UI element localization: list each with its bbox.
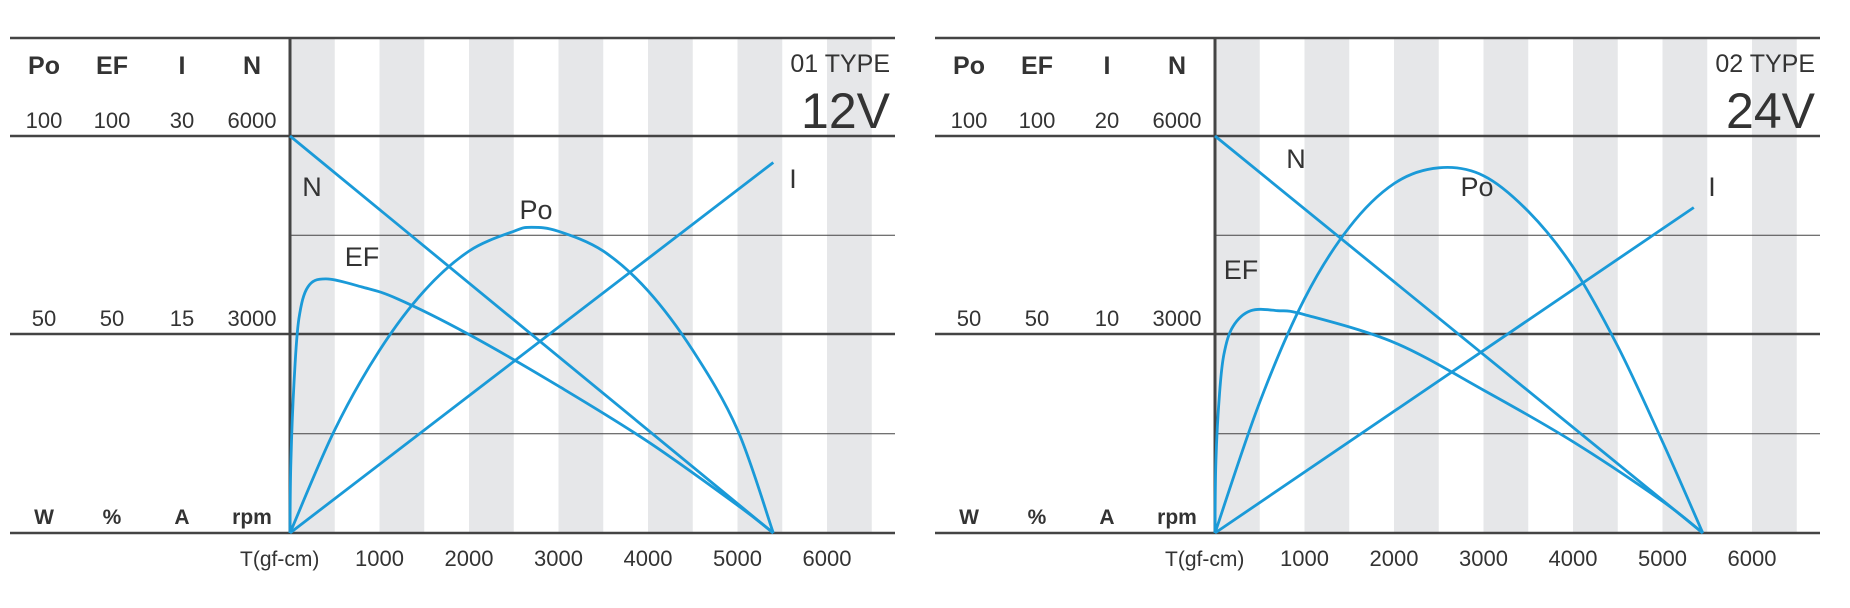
series-label-i: I — [1708, 172, 1716, 202]
scale-header-po: Po — [28, 52, 60, 80]
grid-stripe — [1215, 38, 1260, 533]
x-axis-label: T(gf-cm) — [240, 548, 319, 571]
grid-stripe — [1752, 38, 1797, 533]
scale-unit-ef: % — [103, 506, 122, 529]
grid-stripe — [737, 38, 783, 533]
scale-unit-i: A — [1099, 506, 1114, 529]
x-tick-label: 4000 — [1549, 546, 1598, 571]
series-label-ef: EF — [1224, 255, 1259, 285]
x-tick-label: 6000 — [803, 546, 852, 571]
scale-mid-i: 10 — [1095, 306, 1119, 331]
scale-max-po: 100 — [26, 108, 63, 133]
x-tick-label: 1000 — [1280, 546, 1329, 571]
scale-unit-po: W — [34, 506, 54, 529]
scale-max-ef: 100 — [1019, 108, 1056, 133]
scale-header-i: I — [1104, 52, 1111, 80]
scale-mid-po: 50 — [32, 306, 56, 331]
scale-unit-n: rpm — [232, 506, 272, 529]
scale-unit-n: rpm — [1157, 506, 1197, 529]
grid-stripe — [648, 38, 693, 533]
x-tick-label: 1000 — [355, 546, 404, 571]
voltage-label: 12V — [801, 83, 891, 139]
series-line-ef — [1213, 307, 1704, 535]
scale-max-i: 30 — [170, 108, 194, 133]
scale-max-n: 6000 — [1153, 108, 1202, 133]
series-line-n — [1214, 134, 1704, 535]
scale-mid-po: 50 — [957, 306, 981, 331]
x-tick-label: 2000 — [1370, 546, 1419, 571]
x-tick-label: 3000 — [534, 546, 583, 571]
scale-mid-n: 3000 — [1153, 306, 1202, 331]
grid-stripe — [827, 38, 872, 533]
scale-unit-ef: % — [1028, 506, 1047, 529]
x-axis-label: T(gf-cm) — [1165, 548, 1244, 571]
scale-mid-ef: 50 — [1025, 306, 1049, 331]
x-tick-label: 6000 — [1728, 546, 1777, 571]
chart-type-label: 02 TYPE — [1715, 50, 1815, 78]
series-label-po: Po — [1460, 172, 1493, 202]
x-tick-label: 4000 — [624, 546, 673, 571]
x-tick-label: 3000 — [1459, 546, 1508, 571]
grid-stripe — [1483, 38, 1529, 533]
series-line-n — [289, 134, 775, 535]
x-tick-label: 5000 — [713, 546, 762, 571]
series-line-i — [289, 161, 775, 535]
series-line-i — [1214, 206, 1695, 535]
grid-stripe — [290, 38, 335, 533]
grid-stripe — [1394, 38, 1439, 533]
chart-01-type-12v: Po 100 50 W EF 100 50% I 30 15 A N 6000 3000 rpm T(gf-c… — [10, 36, 895, 571]
scale-max-i: 20 — [1095, 108, 1119, 133]
series-line-ef — [288, 277, 775, 535]
series-label-n: N — [302, 172, 322, 202]
grid-stripe — [1662, 38, 1708, 533]
scale-header-n: N — [243, 52, 261, 80]
scale-header-ef: EF — [96, 52, 128, 80]
series-line-po — [288, 225, 775, 534]
x-tick-label: 2000 — [445, 546, 494, 571]
series-line-po — [1213, 166, 1705, 534]
scale-header-ef: EF — [1021, 52, 1053, 80]
scale-max-po: 100 — [951, 108, 988, 133]
scale-mid-n: 3000 — [228, 306, 277, 331]
scale-unit-po: W — [959, 506, 979, 529]
scale-max-ef: 100 — [94, 108, 131, 133]
x-tick-label: 5000 — [1638, 546, 1687, 571]
scale-mid-ef: 50 — [100, 306, 124, 331]
scale-header-po: Po — [953, 52, 985, 80]
scale-header-n: N — [1168, 52, 1186, 80]
chart-type-label: 01 TYPE — [790, 50, 890, 78]
grid-stripe — [469, 38, 514, 533]
grid-stripe — [379, 38, 425, 533]
scale-header-i: I — [179, 52, 186, 80]
grid-stripe — [558, 38, 604, 533]
chart-02-type-24v: Po 100 50 W EF 100 50% I 20 10 A N 6000 3000 rpm T(gf-c… — [935, 36, 1820, 571]
voltage-label: 24V — [1726, 83, 1816, 139]
scale-unit-i: A — [174, 506, 189, 529]
series-label-po: Po — [519, 195, 552, 225]
series-label-n: N — [1286, 144, 1306, 174]
scale-max-n: 6000 — [228, 108, 277, 133]
series-label-i: I — [789, 164, 797, 194]
scale-mid-i: 15 — [170, 306, 194, 331]
series-label-ef: EF — [345, 242, 380, 272]
